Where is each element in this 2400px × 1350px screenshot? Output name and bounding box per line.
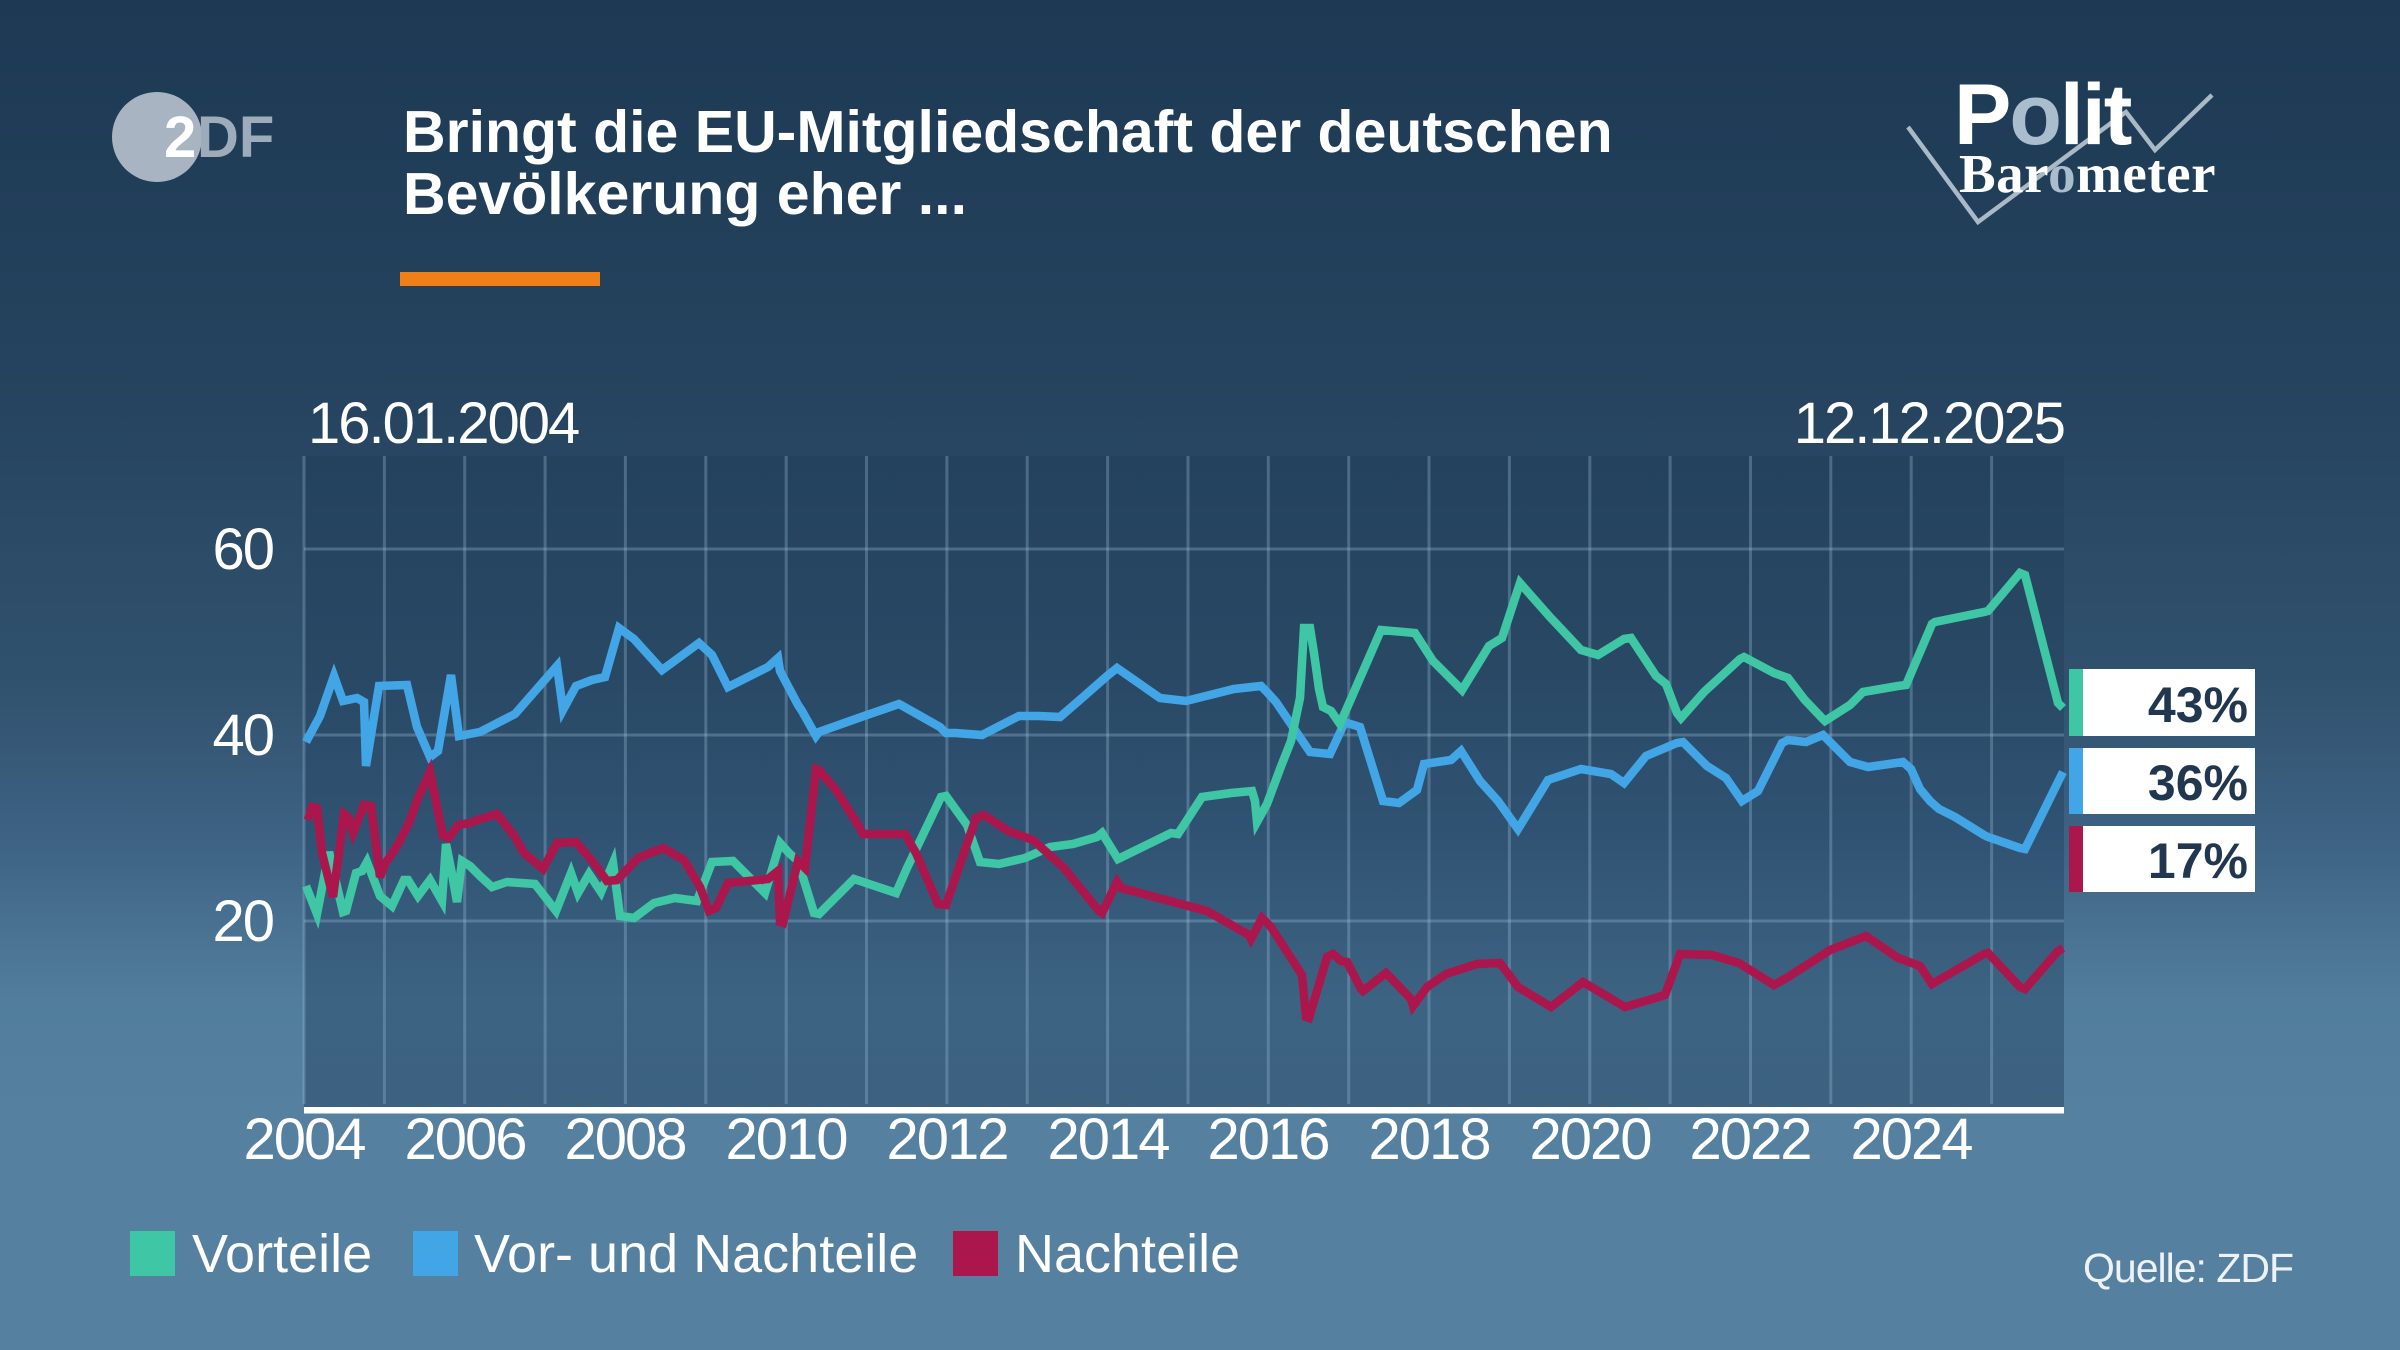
svg-text:12.12.2025: 12.12.2025 bbox=[1794, 391, 2064, 456]
svg-text:Quelle: ZDF: Quelle: ZDF bbox=[2083, 1245, 2293, 1291]
svg-text:2006: 2006 bbox=[404, 1107, 525, 1172]
svg-text:2010: 2010 bbox=[725, 1107, 846, 1172]
svg-text:2004: 2004 bbox=[243, 1107, 365, 1172]
svg-text:Nachteile: Nachteile bbox=[1015, 1224, 1240, 1284]
svg-text:60: 60 bbox=[212, 517, 273, 582]
svg-text:2: 2 bbox=[164, 105, 196, 170]
svg-text:Bringt die EU-Mitgliedschaft d: Bringt die EU-Mitgliedschaft der deutsch… bbox=[403, 99, 1613, 165]
svg-text:17%: 17% bbox=[2148, 833, 2248, 889]
svg-text:2008: 2008 bbox=[564, 1107, 685, 1172]
svg-text:Barometer: Barometer bbox=[1959, 143, 2216, 204]
svg-text:Polit: Polit bbox=[1954, 67, 2132, 163]
svg-text:2022: 2022 bbox=[1689, 1107, 1810, 1172]
svg-text:Bevölkerung eher ...: Bevölkerung eher ... bbox=[403, 161, 967, 227]
svg-text:2024: 2024 bbox=[1850, 1107, 1972, 1172]
svg-text:2020: 2020 bbox=[1529, 1107, 1650, 1172]
svg-text:2018: 2018 bbox=[1368, 1107, 1489, 1172]
svg-text:20: 20 bbox=[212, 889, 273, 954]
svg-text:2016: 2016 bbox=[1207, 1107, 1328, 1172]
svg-text:Vor- und Nachteile: Vor- und Nachteile bbox=[474, 1224, 918, 1284]
svg-text:2012: 2012 bbox=[886, 1107, 1007, 1172]
svg-text:36%: 36% bbox=[2148, 755, 2248, 811]
svg-text:2014: 2014 bbox=[1047, 1107, 1169, 1172]
svg-text:40: 40 bbox=[212, 703, 273, 768]
svg-text:DF: DF bbox=[197, 105, 274, 170]
svg-text:Vorteile: Vorteile bbox=[192, 1224, 372, 1284]
svg-text:16.01.2004: 16.01.2004 bbox=[308, 391, 579, 456]
svg-text:43%: 43% bbox=[2148, 677, 2248, 733]
